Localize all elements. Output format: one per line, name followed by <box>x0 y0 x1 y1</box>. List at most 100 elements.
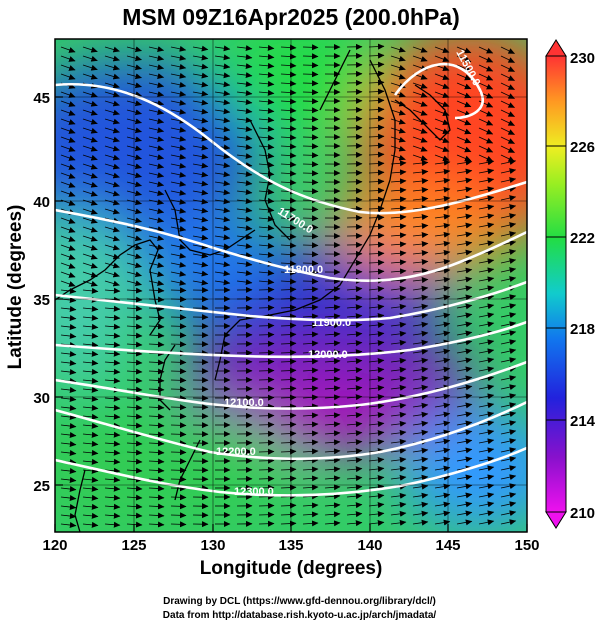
wind-vector-arrow <box>434 411 451 418</box>
x-tick-label: 120 <box>42 537 67 554</box>
wind-vector-arrow <box>214 207 231 214</box>
wind-vector-arrow <box>346 367 363 374</box>
wind-vector-arrow <box>456 375 473 382</box>
wind-vector-arrow <box>346 520 363 527</box>
wind-vector-arrow <box>82 253 98 260</box>
wind-vector-arrow <box>434 312 451 319</box>
wind-vector-arrow <box>478 312 495 319</box>
wind-vector-arrow <box>456 456 473 463</box>
wind-vector-arrow <box>390 259 407 266</box>
wind-vector-arrow <box>390 519 407 526</box>
wind-vector-arrow <box>500 330 517 337</box>
wind-vector-arrow <box>302 412 319 419</box>
wind-vector-arrow <box>82 172 98 179</box>
wind-vector-arrow <box>500 46 515 54</box>
wind-vector-arrow <box>434 483 451 490</box>
wind-vector-arrow <box>280 349 297 356</box>
wind-vector-arrow <box>280 152 297 159</box>
wind-vector-arrow <box>82 190 98 197</box>
wind-vector-arrow <box>368 160 385 167</box>
wind-vector-arrow <box>60 441 77 448</box>
wind-vector-arrow <box>412 465 429 472</box>
wind-vector-arrow <box>456 312 473 319</box>
wind-vector-arrow <box>170 377 187 384</box>
wind-vector-arrow <box>192 270 209 277</box>
wind-vector-arrow <box>324 304 341 311</box>
wind-vector-arrow <box>324 493 341 500</box>
wind-vector-arrow <box>60 513 77 520</box>
wind-vector-arrow <box>104 64 120 71</box>
wind-vector-arrow <box>412 100 428 107</box>
wind-vector-arrow <box>390 187 407 194</box>
wind-vector-arrow <box>104 91 120 98</box>
wind-vector-arrow <box>368 133 385 140</box>
wind-vector-arrow <box>60 73 76 80</box>
wind-vector-arrow <box>368 402 385 409</box>
wind-vector-arrow <box>302 511 319 518</box>
wind-vector-arrow <box>60 109 76 116</box>
wind-vector-arrow <box>126 440 143 447</box>
wind-vector-arrow <box>302 188 319 195</box>
wind-vector-arrow <box>192 180 209 187</box>
wind-vector-arrow <box>82 271 98 278</box>
wind-vector-arrow <box>456 231 473 238</box>
wind-vector-arrow <box>478 127 494 135</box>
x-tick-label: 140 <box>357 537 382 554</box>
wind-vector-arrow <box>148 91 165 97</box>
wind-vector-arrow <box>412 154 428 161</box>
wind-vector-arrow <box>324 475 341 482</box>
wind-vector-arrow <box>60 172 76 179</box>
wind-vector-arrow <box>456 82 472 90</box>
wind-vector-arrow <box>104 494 121 501</box>
wind-vector-arrow <box>302 107 319 114</box>
wind-vector-arrow <box>82 476 99 483</box>
wind-vector-arrow <box>104 226 120 233</box>
wind-vector-arrow <box>456 357 473 364</box>
wind-vector-arrow <box>390 214 407 221</box>
wind-vector-arrow <box>60 306 77 313</box>
wind-vector-arrow <box>60 244 76 251</box>
wind-vector-arrow <box>324 511 341 518</box>
lat-lon-grid <box>55 39 527 532</box>
wind-vector-arrow <box>192 261 209 268</box>
wind-vector-arrow <box>412 277 429 284</box>
wind-vector-arrow <box>412 375 429 382</box>
wind-vector-arrow <box>302 224 319 231</box>
wind-vector-arrow <box>192 63 209 70</box>
wind-vector-arrow <box>170 467 187 474</box>
wind-vector-arrow <box>478 447 495 454</box>
wind-vector-arrow <box>302 466 319 473</box>
wind-vector-arrow <box>412 303 429 310</box>
wind-vector-arrow <box>412 214 429 221</box>
wind-vector-arrow <box>126 503 143 510</box>
wind-vector-arrow <box>434 420 451 427</box>
wind-vector-arrow <box>214 162 231 169</box>
wind-vector-arrow <box>214 180 231 187</box>
wind-vector-arrow <box>368 241 385 248</box>
wind-vector-arrow <box>412 145 428 152</box>
wind-vector-arrow <box>456 222 473 229</box>
wind-vector-arrow <box>82 503 99 510</box>
wind-vector-arrow <box>60 118 76 125</box>
wind-vector-arrow <box>104 503 121 510</box>
wind-vector-arrow <box>104 208 120 215</box>
wind-vector-arrow <box>368 232 385 239</box>
wind-vector-arrow <box>324 340 341 347</box>
wind-vector-arrow <box>368 268 385 275</box>
wind-vector-arrow <box>170 45 187 52</box>
wind-vector-arrow <box>500 82 515 90</box>
wind-vector-arrow <box>280 89 297 96</box>
wind-vector-arrow <box>324 466 341 473</box>
wind-vector-arrow <box>104 377 121 384</box>
wind-vector-arrow <box>390 438 407 445</box>
wind-vector-arrow <box>368 375 385 382</box>
wind-vector-arrow <box>258 421 275 428</box>
wind-vector-arrow <box>346 457 363 464</box>
wind-vector-arrow <box>148 314 165 321</box>
wind-vector-arrow <box>60 46 76 53</box>
wind-vector-arrow <box>236 207 253 214</box>
wind-vector-arrow <box>500 294 517 301</box>
wind-vector-arrow <box>302 89 319 96</box>
wind-vector-arrow <box>412 268 429 275</box>
